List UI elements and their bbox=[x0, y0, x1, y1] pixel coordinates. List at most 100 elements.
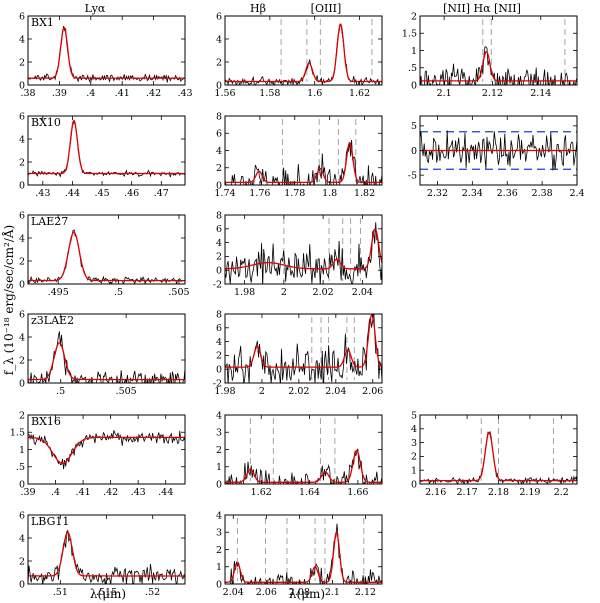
x-axis-title-left: λ(μm) bbox=[90, 587, 126, 601]
panel-frame bbox=[27, 313, 186, 384]
x-tick-label: 2.18 bbox=[488, 487, 509, 498]
y-tick-label: 2 bbox=[411, 11, 417, 22]
y-tick-label: 0 bbox=[216, 80, 222, 91]
y-tick-label: 1.5 bbox=[402, 29, 417, 40]
model-fit bbox=[225, 314, 382, 368]
plot-area bbox=[225, 119, 382, 185]
x-tick-label: 1.6 bbox=[307, 88, 322, 99]
x-tick-label: 2.08 bbox=[289, 587, 310, 598]
spectrum-panel-lbg11: .51 .515 .52 0 2 4 6 LBG11 bbox=[19, 510, 186, 598]
x-tick-label: .42 bbox=[103, 487, 118, 498]
y-tick-label: 0 bbox=[216, 180, 222, 191]
model-fit bbox=[28, 531, 185, 577]
x-tick-label: .42 bbox=[146, 88, 161, 99]
y-tick-label: 4 bbox=[216, 410, 222, 421]
y-tick-label: 0 bbox=[216, 479, 222, 490]
y-tick-label: 4 bbox=[216, 34, 222, 45]
x-tick-label: 2.02 bbox=[313, 287, 334, 298]
y-tick-label: 0 bbox=[216, 266, 222, 277]
panel-frame bbox=[224, 115, 383, 186]
y-tick-label: .5 bbox=[16, 462, 25, 473]
x-tick-label: 1.64 bbox=[299, 487, 320, 498]
model-fit bbox=[420, 431, 577, 482]
x-tick-label: 1.56 bbox=[214, 88, 235, 99]
y-tick-label: -2 bbox=[213, 279, 222, 290]
y-tick-label: 8 bbox=[216, 210, 222, 221]
x-tick-label: .5 bbox=[114, 287, 123, 298]
x-tick-label: 2 bbox=[281, 287, 287, 298]
x-tick-label: 2 bbox=[259, 386, 265, 397]
object-label: BX16 bbox=[31, 415, 61, 428]
y-tick-label: 2 bbox=[19, 556, 25, 567]
y-tick-label: 4 bbox=[19, 533, 25, 544]
x-tick-label: .41 bbox=[115, 88, 130, 99]
observed-spectrum bbox=[28, 529, 185, 584]
x-tick-label: .505 bbox=[168, 287, 189, 298]
y-tick-label: 1 bbox=[411, 466, 417, 477]
spectrum-panel-r1c1: 1.74 1.76 1.78 1.8 1.82 0 2 4 6 8 bbox=[214, 111, 383, 199]
y-tick-label: 0 bbox=[19, 579, 25, 590]
x-tick-label: 2.12 bbox=[482, 88, 503, 99]
plot-area bbox=[225, 518, 382, 584]
x-tick-label: .39 bbox=[20, 487, 35, 498]
model-fit bbox=[28, 119, 185, 175]
spectrum-panel-r3c1: 1.98 2 2.02 2.04 2.06 -2 0 2 4 6 8 bbox=[213, 309, 384, 397]
y-tick-label: 1 bbox=[216, 462, 222, 473]
panel-frame bbox=[224, 514, 383, 585]
x-tick-label: 2.34 bbox=[462, 188, 483, 199]
y-tick-label: 2 bbox=[411, 452, 417, 463]
x-tick-label: .41 bbox=[76, 487, 91, 498]
y-tick-label: 6 bbox=[216, 224, 222, 235]
y-tick-label: 2 bbox=[19, 410, 25, 421]
x-tick-label: 1.62 bbox=[349, 88, 370, 99]
spectrum-panel-r1c2: 2.32 2.34 2.36 2.38 2.4 -5 0 5 bbox=[408, 115, 585, 199]
x-tick-label: 1.8 bbox=[322, 188, 337, 199]
header-hbeta: Hβ bbox=[250, 2, 266, 15]
plot-area bbox=[28, 26, 185, 83]
model-fit bbox=[420, 50, 577, 82]
x-tick-label: 2.14 bbox=[530, 88, 551, 99]
x-tick-label: 1.82 bbox=[354, 188, 375, 199]
x-tick-label: 2.1 bbox=[325, 587, 340, 598]
x-tick-label: .43 bbox=[177, 88, 192, 99]
x-tick-label: .515 bbox=[96, 587, 117, 598]
x-tick-label: 1.66 bbox=[347, 487, 368, 498]
x-tick-label: .39 bbox=[52, 88, 67, 99]
spectrum-panel-r0c1: 1.56 1.58 1.6 1.62 0 2 4 6 bbox=[214, 11, 383, 99]
plot-area bbox=[420, 19, 577, 85]
model-fit bbox=[225, 142, 382, 184]
x-tick-label: 2.17 bbox=[457, 487, 478, 498]
y-tick-label: 5 bbox=[411, 410, 417, 421]
y-tick-label: 4 bbox=[216, 238, 222, 249]
y-tick-label: 2 bbox=[216, 545, 222, 556]
x-axis-title-center: λ(μm) bbox=[289, 587, 325, 601]
y-tick-label: -2 bbox=[213, 378, 222, 389]
plot-area bbox=[420, 418, 577, 484]
y-tick-label: 2 bbox=[216, 57, 222, 68]
plot-area bbox=[225, 314, 382, 383]
panel-frame bbox=[224, 414, 383, 485]
x-tick-label: .5 bbox=[56, 386, 65, 397]
y-tick-label: 8 bbox=[216, 309, 222, 320]
y-tick-label: 8 bbox=[216, 111, 222, 122]
x-tick-label: 2.36 bbox=[497, 188, 518, 199]
x-tick-label: .505 bbox=[116, 386, 137, 397]
x-tick-label: 2.04 bbox=[352, 287, 373, 298]
y-tick-label: 2 bbox=[19, 157, 25, 168]
y-tick-label: 3 bbox=[216, 528, 222, 539]
x-tick-label: 2.12 bbox=[355, 587, 376, 598]
panel-frame bbox=[27, 214, 186, 285]
y-tick-label: 0 bbox=[411, 80, 417, 91]
spectrum-panel-r2c1: 1.98 2 2.02 2.04 -2 0 2 4 6 8 bbox=[213, 210, 383, 298]
x-tick-label: 2.4 bbox=[569, 188, 584, 199]
y-tick-label: 4 bbox=[216, 510, 222, 521]
y-tick-label: 6 bbox=[216, 323, 222, 334]
y-tick-label: -5 bbox=[408, 170, 417, 181]
x-tick-label: .44 bbox=[158, 487, 173, 498]
y-tick-label: 0 bbox=[19, 378, 25, 389]
y-tick-label: 4 bbox=[19, 332, 25, 343]
y-axis-title: f_λ (10⁻¹⁸ erg/sec/cm²/Å) bbox=[1, 225, 16, 375]
x-tick-label: 1.98 bbox=[234, 287, 255, 298]
y-tick-label: 1 bbox=[19, 445, 25, 456]
y-tick-label: 0 bbox=[19, 479, 25, 490]
